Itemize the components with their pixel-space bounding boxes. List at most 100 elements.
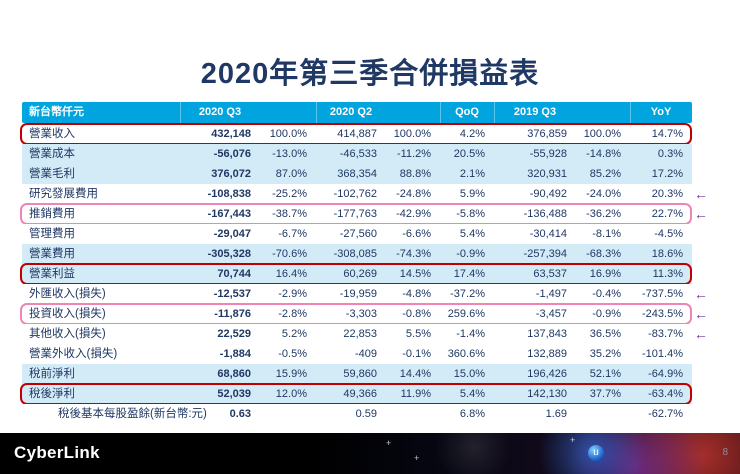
column-header-2020-q2-pct (386, 102, 440, 123)
value-cell: -46,533 (316, 144, 386, 164)
column-header-2020-q3-pct (260, 102, 316, 123)
value-cell: -74.3% (386, 244, 440, 264)
value-cell: -90,492 (529, 188, 567, 200)
value-cell: -29,047 (213, 228, 251, 240)
value-cell: -24.0% (586, 188, 621, 200)
value-cell: -4.8% (402, 288, 431, 300)
trend-arrow-icon: ← (692, 284, 712, 306)
value-cell: -1,497 (535, 288, 567, 300)
value-cell: 6.8% (459, 408, 485, 420)
column-header-2019-q3-pct (576, 102, 630, 123)
value-cell: 60,269 (316, 264, 386, 284)
left-arrow-icon: ← (694, 326, 708, 342)
value-cell: 137,843 (527, 328, 567, 340)
value-cell: -108,838 (207, 188, 251, 200)
value-cell: 5.5% (405, 328, 431, 340)
value-cell: 22.7% (651, 208, 683, 220)
value-cell: 17.2% (630, 164, 692, 184)
value-cell: -1.4% (456, 328, 485, 340)
value-cell: -55,928 (494, 144, 576, 164)
arrow-spacer (692, 164, 712, 184)
table-body: 營業收入 432,148 100.0% 414,887 100.0% 4.2% 376,85… (20, 123, 712, 424)
value-cell: -11.2% (386, 144, 440, 164)
table-row: 推銷費用 -167,443 -38.7% -177,763 -42.9% -5.8% -13… (20, 203, 712, 225)
value-cell: -2.8% (278, 308, 307, 320)
row-label: 外匯收入(損失) (29, 288, 106, 300)
value-cell: -101.4% (642, 348, 683, 360)
table-row: 營業收入 432,148 100.0% 414,887 100.0% 4.2% 376,85… (20, 123, 712, 145)
value-cell: -64.9% (630, 364, 692, 384)
left-arrow-icon: ← (694, 286, 708, 302)
row-label: 管理費用 (29, 228, 75, 240)
trend-arrow-icon: ← (692, 324, 712, 346)
value-cell: -27,560 (339, 228, 377, 240)
plus-decoration-icon: + (414, 453, 420, 463)
value-cell: -0.9% (440, 244, 494, 264)
table-row: 研究發展費用 -108,838 -25.2% -102,762 -24.8% 5.9% -9… (22, 184, 712, 204)
value-cell: -63.4% (630, 384, 692, 404)
value-cell: 20.3% (651, 188, 683, 200)
arrow-spacer (692, 264, 712, 284)
table-row: 稅後淨利 52,039 12.0% 49,366 11.9% 5.4% 142,130 37.… (20, 383, 712, 405)
value-cell: 196,426 (494, 364, 576, 384)
value-cell: 376,859 (527, 128, 567, 140)
column-header-2020-q2: 2020 Q2 (316, 102, 386, 123)
u-badge-icon: u (588, 445, 604, 461)
value-cell: 11.3% (630, 264, 692, 284)
footer-bar: CyberLink + + + u 8 (0, 433, 740, 474)
value-cell: 11.9% (386, 384, 440, 404)
value-cell: 100.0% (583, 128, 621, 140)
value-cell: 59,860 (316, 364, 386, 384)
value-cell: 5.9% (459, 188, 485, 200)
value-cell: -62.7% (648, 408, 683, 420)
table-row: 營業外收入(損失) -1,884 -0.5% -409 -0.1% 360.6% 132,8… (22, 344, 712, 364)
value-cell: -257,394 (494, 244, 576, 264)
value-cell: 432,148 (211, 128, 251, 140)
arrow-spacer (692, 404, 712, 424)
value-cell: 17.4% (440, 264, 494, 284)
table-row: 營業毛利 376,072 87.0% 368,354 88.8% 2.1% 320,931 8… (22, 164, 712, 184)
arrow-spacer (692, 384, 712, 404)
value-cell: -0.5% (278, 348, 307, 360)
value-cell: -6.6% (402, 228, 431, 240)
value-cell: 100.0% (269, 128, 307, 140)
arrow-spacer (692, 144, 712, 164)
value-cell (576, 404, 630, 424)
column-header-yoy: YoY (630, 102, 692, 123)
value-cell: -8.1% (592, 228, 621, 240)
table-row: 稅後基本每股盈餘(新台幣:元) 0.63 0.59 6.8% 1.69 -62.7% (22, 404, 712, 424)
value-cell: -0.8% (402, 308, 431, 320)
row-label: 營業收入 (29, 128, 75, 140)
row-label: 稅後基本每股盈餘(新台幣:元) (58, 408, 207, 420)
value-cell: 14.5% (386, 264, 440, 284)
value-cell: 35.2% (589, 348, 621, 360)
table-row: 投資收入(損失) -11,876 -2.8% -3,303 -0.8% 259.6% -3,… (20, 303, 712, 325)
trend-arrow-icon: ← (692, 184, 712, 206)
column-header-currency-unit: 新台幣仟元 (22, 102, 180, 123)
value-cell: 85.2% (576, 164, 630, 184)
column-header-2020-q3: 2020 Q3 (180, 102, 260, 123)
row-label: 營業毛利 (22, 164, 180, 184)
value-cell: 414,887 (337, 128, 377, 140)
value-cell: -36.2% (586, 208, 621, 220)
value-cell: -19,959 (339, 288, 377, 300)
value-cell: -56,076 (180, 144, 260, 164)
value-cell: -1,884 (219, 348, 251, 360)
table-row: 營業利益 70,744 16.4% 60,269 14.5% 17.4% 63,537 16.… (20, 263, 712, 285)
value-cell: 2.1% (440, 164, 494, 184)
value-cell: 5.4% (440, 384, 494, 404)
value-cell: 36.5% (589, 328, 621, 340)
value-cell: -12,537 (213, 288, 251, 300)
value-cell: -83.7% (648, 328, 683, 340)
value-cell: 15.9% (260, 364, 316, 384)
value-cell: -3,457 (535, 308, 567, 320)
value-cell: -37.2% (450, 288, 485, 300)
value-cell: 142,130 (494, 384, 576, 404)
value-cell: 63,537 (494, 264, 576, 284)
value-cell: 0.63 (229, 408, 251, 420)
row-label: 營業利益 (22, 264, 180, 284)
value-cell: -0.9% (592, 308, 621, 320)
value-cell: -0.1% (402, 348, 431, 360)
value-cell: -177,763 (333, 208, 377, 220)
value-cell: -4.5% (654, 228, 683, 240)
